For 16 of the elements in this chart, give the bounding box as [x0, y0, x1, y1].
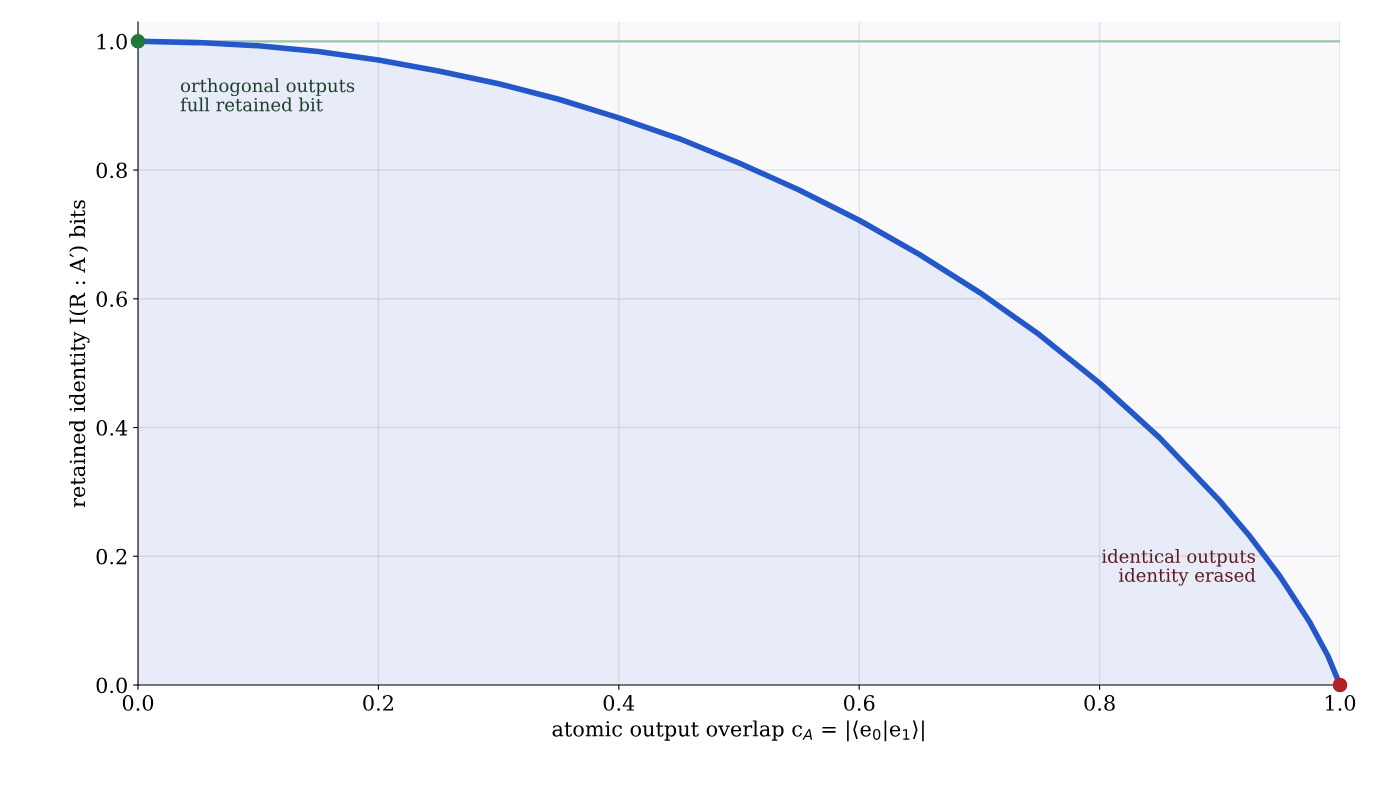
- annotation: identical outputs identity erased: [1101, 549, 1256, 586]
- y-tick-label: 0.2: [96, 548, 127, 565]
- x-tick-label: 1.0: [1325, 695, 1356, 711]
- x-tick-label: 0.6: [844, 695, 875, 711]
- y-tick-label: 1.0: [97, 33, 127, 50]
- y-tick-label: 0.8: [96, 162, 127, 179]
- x-tick-label: 0.4: [603, 695, 635, 711]
- y-axis-title: retained identity I(R : A′) bits: [69, 200, 90, 508]
- x-axis-title: atomic output overlap c$_{A}$ = |⟨e$_{0}$|e$_{1}$⟩|: [552, 720, 924, 742]
- y-tick-label: 0.4: [96, 419, 128, 436]
- annotation: orthogonal outputs full retained bit: [180, 78, 355, 112]
- y-tick-label: 0.0: [96, 677, 127, 694]
- y-tick-label: 0.6: [96, 291, 127, 307]
- x-tick-label: 0.0: [122, 695, 154, 711]
- x-tick-label: 0.2: [363, 695, 393, 711]
- x-tick-label: 0.8: [1084, 695, 1115, 711]
